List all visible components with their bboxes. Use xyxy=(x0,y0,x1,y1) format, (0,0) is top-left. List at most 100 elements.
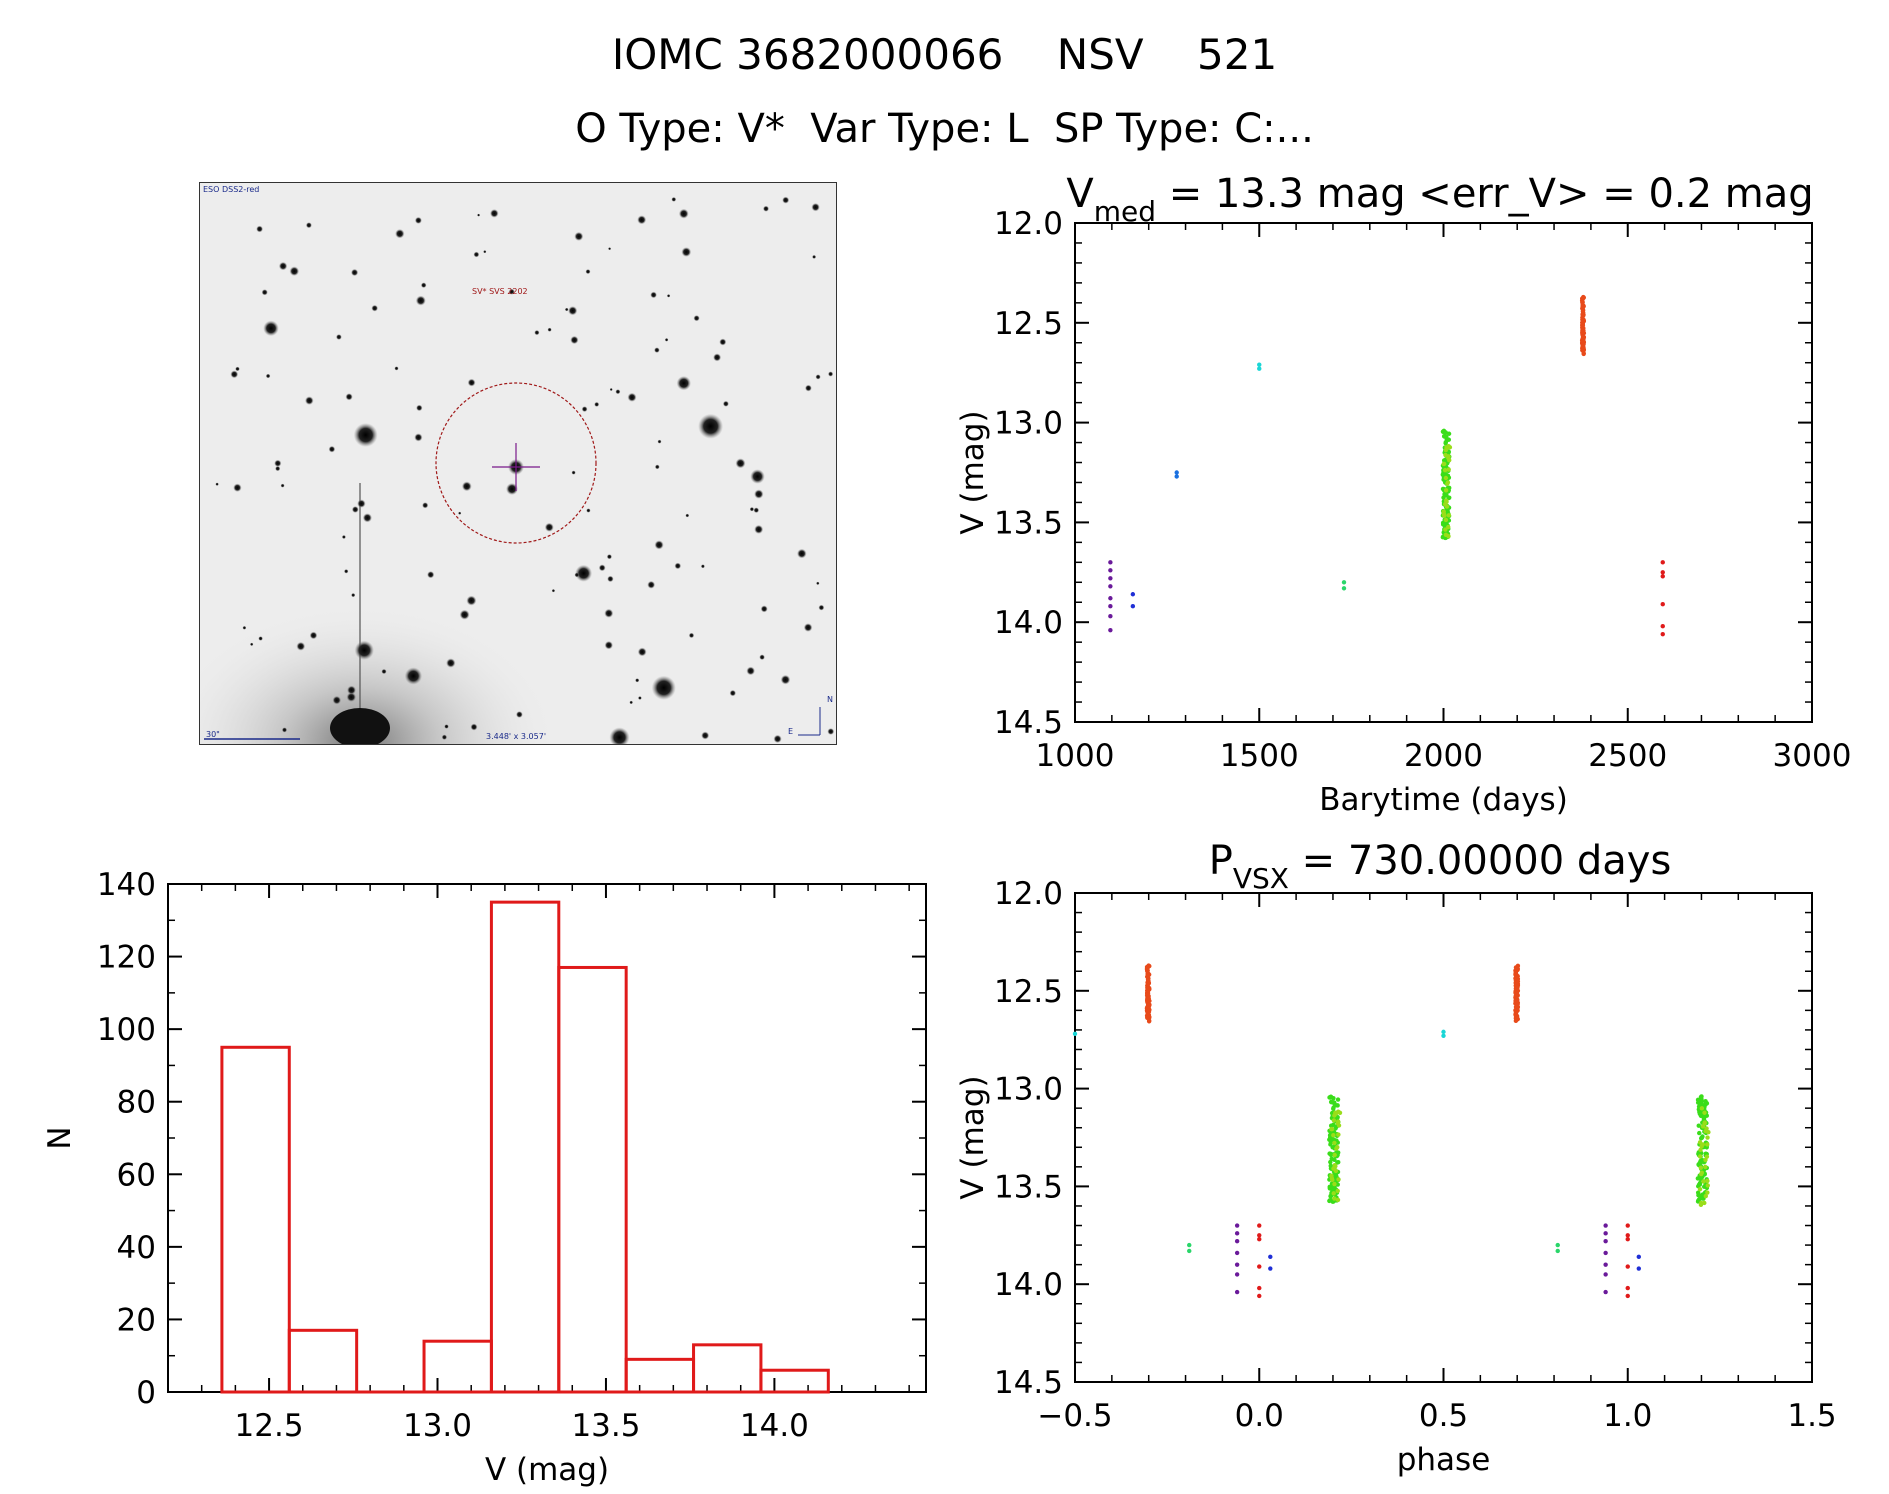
lightcurve-point xyxy=(1440,472,1445,477)
phased-point xyxy=(1147,1002,1152,1007)
histogram-xlabel: V (mag) xyxy=(485,1452,609,1488)
lightcurve-point xyxy=(1442,467,1448,473)
histogram-ytick-label: 140 xyxy=(97,867,156,903)
phased-point xyxy=(1625,1237,1630,1242)
phased-point xyxy=(1257,1285,1262,1291)
lightcurve-point xyxy=(1581,340,1586,346)
phased-point xyxy=(1706,1129,1711,1135)
field-star xyxy=(676,376,691,391)
field-star xyxy=(544,522,554,532)
field-star xyxy=(666,294,671,298)
phased-point xyxy=(1335,1188,1340,1194)
phased-chart: PVSX = 730.00000 days −0.5 0.0 0.5 1.0 1.5 12.… xyxy=(955,838,1837,1478)
field-star xyxy=(508,288,515,295)
phased-xtick-label: 0.0 xyxy=(1235,1398,1284,1434)
field-star xyxy=(341,535,346,539)
phased-ytick-label: 14.5 xyxy=(994,1365,1063,1401)
phased-xtick-label: −0.5 xyxy=(1037,1398,1112,1434)
lightcurve-point xyxy=(1446,437,1452,442)
histogram-bar xyxy=(220,1045,291,1394)
lightcurve-point xyxy=(1660,570,1665,575)
phased-point xyxy=(1329,1126,1334,1132)
phased-point xyxy=(1331,1191,1336,1196)
field-star xyxy=(746,666,755,676)
histogram-bar xyxy=(759,1368,830,1394)
phased-point xyxy=(1336,1177,1341,1182)
lightcurve-point xyxy=(1446,431,1452,436)
histogram-xtick-label: 13.0 xyxy=(403,1408,472,1444)
field-star xyxy=(816,581,820,585)
sky-image-thumbnail: ESO DSS2-red SV* SVS 2202 30" 3.448' x 3… xyxy=(199,182,837,745)
field-star xyxy=(698,413,724,439)
lightcurve-point xyxy=(1108,627,1113,633)
east-label: E xyxy=(788,727,794,736)
field-star xyxy=(604,641,613,650)
lightcurve-xtick-label: 1000 xyxy=(1036,738,1115,774)
phased-point xyxy=(1513,989,1518,995)
field-star xyxy=(394,366,399,371)
field-star xyxy=(585,269,591,275)
field-star xyxy=(763,205,769,212)
phased-point xyxy=(1268,1254,1273,1260)
field-star xyxy=(345,393,353,401)
field-star xyxy=(414,216,422,224)
phased-point xyxy=(1327,1137,1332,1142)
histogram-bar xyxy=(489,900,561,1394)
phased-point xyxy=(1705,1183,1710,1188)
phased-point xyxy=(1335,1197,1341,1203)
phased-point xyxy=(1331,1122,1336,1127)
survey-label: ESO DSS2-red xyxy=(203,185,260,194)
histogram-ytick-label: 20 xyxy=(117,1302,156,1338)
phased-point xyxy=(1701,1179,1706,1184)
phased-point xyxy=(1335,1119,1341,1124)
phased-point xyxy=(1332,1181,1337,1187)
phased-point xyxy=(1636,1254,1642,1260)
field-star xyxy=(654,464,660,470)
lightcurve-ytick-label: 14.5 xyxy=(994,705,1063,741)
field-star xyxy=(671,197,677,202)
lightcurve-ytick-label: 12.0 xyxy=(994,206,1063,242)
phased-point xyxy=(1147,963,1152,969)
field-star xyxy=(568,306,578,316)
lightcurve-point xyxy=(1447,495,1452,500)
phased-point xyxy=(1329,1173,1334,1179)
lightcurve-point xyxy=(1442,434,1447,439)
field-star xyxy=(490,209,499,218)
phased-point xyxy=(1515,1008,1520,1013)
scale-label: 30" xyxy=(206,730,220,739)
field-star xyxy=(309,631,318,640)
phased-point xyxy=(1268,1266,1273,1271)
companion-star xyxy=(506,483,518,495)
field-star xyxy=(395,229,405,239)
field-star xyxy=(415,295,426,306)
phased-point xyxy=(1257,1293,1262,1299)
lightcurve-ytick-label: 12.5 xyxy=(994,306,1063,342)
phased-point xyxy=(1234,1231,1240,1236)
lightcurve-point xyxy=(1442,501,1448,507)
lightcurve-point xyxy=(1443,440,1448,446)
phased-ytick-label: 12.0 xyxy=(994,876,1063,912)
lightcurve-title: Vmed = 13.3 mag <err_V> = 0.2 mag xyxy=(1066,171,1813,228)
lightcurve-ylabel: V (mag) xyxy=(955,410,991,534)
field-star xyxy=(534,330,540,336)
field-star xyxy=(263,320,279,337)
phased-point xyxy=(1146,978,1151,984)
lightcurve-point xyxy=(1581,310,1586,315)
phased-point xyxy=(1234,1250,1240,1256)
field-star xyxy=(328,445,336,453)
field-star xyxy=(371,304,378,312)
phased-point xyxy=(1327,1198,1332,1204)
histogram-ytick-label: 80 xyxy=(117,1085,156,1121)
phased-point xyxy=(1441,1033,1446,1038)
phased-point xyxy=(1328,1095,1333,1100)
field-star xyxy=(637,647,647,657)
lightcurve-point xyxy=(1108,596,1113,601)
field-star xyxy=(347,685,356,695)
histogram-ytick-label: 0 xyxy=(136,1375,156,1411)
field-star xyxy=(459,609,470,620)
histogram-frame xyxy=(167,883,927,1393)
field-star xyxy=(230,370,239,379)
field-star xyxy=(615,389,621,395)
phased-point xyxy=(1701,1114,1706,1120)
